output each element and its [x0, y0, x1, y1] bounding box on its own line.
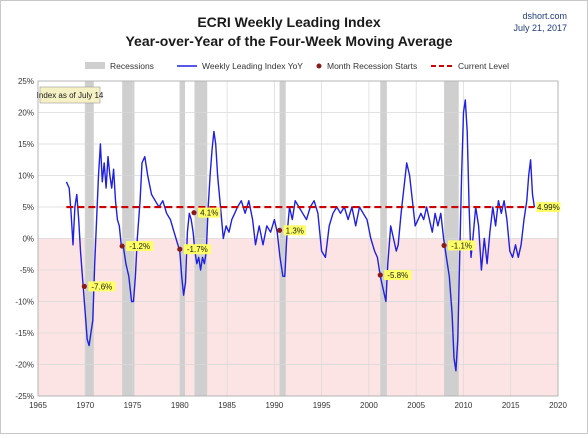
- marker-label: 1.3%: [286, 226, 304, 235]
- y-tick-label: 25%: [18, 77, 34, 86]
- legend-marker-swatch: [316, 63, 322, 69]
- y-tick-label: -5%: [20, 266, 34, 275]
- recession-start-marker: [191, 210, 197, 216]
- y-tick-label: -20%: [15, 361, 34, 370]
- plot-area: 25% 20% 15% 10% 5% 0% -5% -10% -15% -20% -25%1965 1…: [15, 77, 567, 410]
- marker-label: -5.8%: [387, 271, 408, 280]
- x-tick-label: 1995: [313, 401, 331, 410]
- x-tick-label: 2020: [549, 401, 567, 410]
- index-date-box: [39, 86, 101, 104]
- date-label: July 21, 2017: [513, 23, 567, 33]
- recession-start-marker: [81, 283, 87, 289]
- marker-label: -1.2%: [129, 242, 150, 251]
- marker-label-bg: [283, 225, 306, 236]
- recession-start-marker: [276, 227, 283, 233]
- x-tick-label: 1980: [171, 401, 189, 410]
- chart-title: ECRI Weekly Leading Index: [197, 14, 381, 30]
- marker-label-bg: [198, 207, 221, 218]
- recession-start-marker: [119, 243, 125, 249]
- negative-region: [38, 238, 558, 396]
- marker-label-bg: [448, 240, 476, 251]
- x-tick-label: 2005: [407, 401, 425, 410]
- marker-label-bg: [384, 270, 412, 281]
- legend-current-label: Current Level: [458, 61, 509, 71]
- marker-label: -7.6%: [91, 282, 112, 291]
- y-tick-label: 20%: [18, 109, 34, 118]
- x-tick-label: 2000: [360, 401, 378, 410]
- y-tick-label: 15%: [18, 140, 34, 149]
- x-tick-label: 1965: [29, 401, 47, 410]
- series-line: [65, 99, 536, 372]
- legend-starts-label: Month Recession Starts: [327, 61, 417, 71]
- recession-start-marker: [441, 242, 447, 249]
- legend-recession-swatch: [85, 62, 105, 69]
- y-tick-label: 0%: [22, 235, 34, 244]
- y-tick-label: 5%: [22, 203, 34, 212]
- y-tick-label: 10%: [18, 172, 34, 181]
- y-tick-label: -25%: [15, 392, 34, 401]
- y-tick-label: -15%: [15, 329, 34, 338]
- legend-series-label: Weekly Leading Index YoY: [202, 61, 303, 71]
- x-tick-label: 2010: [455, 401, 473, 410]
- marker-label: -1.1%: [451, 241, 472, 250]
- x-tick-label: 1990: [265, 401, 283, 410]
- x-tick-label: 2015: [502, 401, 520, 410]
- source-label: dshort.com: [522, 11, 567, 21]
- marker-label: 4.1%: [200, 209, 218, 218]
- marker-label-bg: [88, 281, 116, 292]
- x-tick-label: 1970: [76, 401, 94, 410]
- chart-subtitle: Year-over-Year of the Four-Week Moving A…: [125, 33, 452, 49]
- plot-border: [37, 80, 559, 397]
- marker-label: -1.7%: [187, 245, 208, 254]
- marker-label-bg: [126, 241, 154, 252]
- index-date-label: Index as of July 14: [37, 91, 104, 100]
- x-tick-label: 1985: [218, 401, 236, 410]
- marker-label-bg: [183, 244, 211, 255]
- current-level-label-bg: [536, 202, 561, 213]
- y-tick-label: -10%: [15, 298, 34, 307]
- recession-start-marker: [177, 246, 183, 252]
- current-level-label: 4.99%: [537, 203, 560, 212]
- legend-recessions-label: Recessions: [110, 61, 154, 71]
- x-tick-label: 1975: [124, 401, 142, 410]
- recession-start-marker: [377, 272, 383, 278]
